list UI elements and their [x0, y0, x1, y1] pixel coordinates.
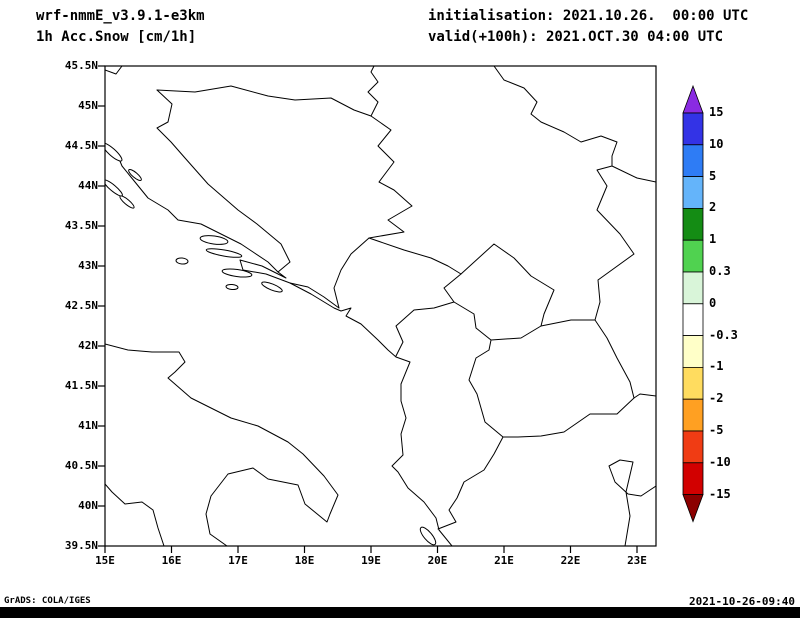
- field-title: 1h Acc.Snow [cm/1h]: [36, 29, 197, 45]
- colorbar-segment: [682, 398, 704, 432]
- border-croatia-bosnia-south: [289, 282, 340, 309]
- island-vis: [175, 257, 189, 265]
- island-kornati: [119, 195, 135, 209]
- border-greece-bulgaria: [633, 393, 656, 399]
- coastline-east-adriatic: [105, 143, 453, 546]
- island-zadar-channel: [128, 169, 142, 181]
- island-hvar: [205, 248, 243, 258]
- island-corfu: [419, 526, 437, 546]
- colorbar-segment: [682, 430, 704, 464]
- colorbar-segment: [682, 239, 704, 273]
- border-macedonia: [468, 319, 635, 438]
- bottom-black-bar: [0, 607, 800, 618]
- border-bosnia-serbia-drina: [368, 115, 413, 239]
- border-serbia-romania-danube: [493, 66, 656, 183]
- colorbar-segment: [682, 335, 704, 368]
- creation-timestamp: 2021-10-26-09:40: [689, 595, 795, 608]
- island-brac: [199, 235, 229, 245]
- valid-time-line: valid(+100h): 2021.OCT.30 04:00 UTC: [428, 29, 724, 45]
- border-croatia-bosnia-west: [156, 89, 291, 273]
- coastline-italy-adriatic-ionian: [105, 343, 339, 546]
- island-pag: [105, 142, 123, 162]
- model-version-title: wrf-nmmE_v3.9.1-e3km: [36, 8, 205, 24]
- colorbar-segment: [682, 112, 704, 146]
- border-bosnia-montenegro: [333, 237, 370, 309]
- colorbar-segment: [682, 303, 704, 336]
- border-croatia-serbia-danube: [367, 66, 379, 117]
- coastline-thermaic-gulf: [608, 459, 656, 546]
- colorbar-segment: [682, 271, 704, 305]
- colorbar-segment: [682, 144, 704, 178]
- border-croatia-bosnia-sava: [156, 85, 372, 117]
- init-time-line: initialisation: 2021.10.26. 00:00 UTC: [428, 8, 749, 24]
- islands-group: [105, 142, 437, 546]
- border-serbia-bulgaria: [594, 165, 635, 321]
- colorbar-segment: [682, 207, 704, 241]
- border-albania-greece: [437, 436, 504, 530]
- colorbar-arrow-bottom: [682, 494, 704, 523]
- island-mljet: [261, 281, 283, 293]
- colorbar-segment: [682, 366, 704, 400]
- map-lines: [105, 66, 656, 546]
- border-kosovo: [453, 243, 555, 341]
- coastline-italy-tyrrhenian: [105, 483, 165, 546]
- colorbar-segment: [682, 176, 704, 209]
- island-korcula: [221, 268, 253, 278]
- border-montenegro-east: [368, 237, 462, 357]
- colorbar-segment: [682, 462, 704, 495]
- colorbar-arrow-top: [682, 84, 704, 114]
- island-lastovo: [225, 283, 239, 291]
- grads-credit: GrADS: COLA/IGES: [4, 596, 91, 606]
- border-slovenia-croatia: [105, 66, 123, 75]
